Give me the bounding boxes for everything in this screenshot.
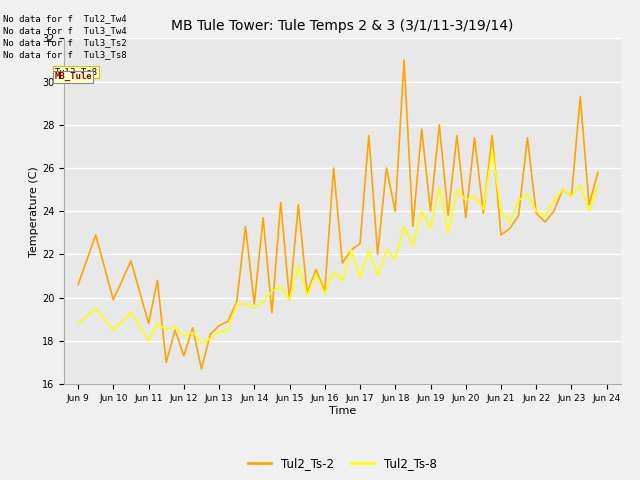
Tul2_Ts-2 bbox=[497, 232, 505, 238]
Tul2_Ts-8 bbox=[418, 208, 426, 214]
Y-axis label: Temperature (C): Temperature (C) bbox=[29, 166, 39, 257]
Tul2_Ts-2 bbox=[392, 208, 399, 214]
Tul2_Ts-2 bbox=[92, 232, 100, 238]
Line: Tul2_Ts-2: Tul2_Ts-2 bbox=[78, 60, 598, 369]
Tul2_Ts-2 bbox=[594, 169, 602, 175]
Text: Tul3_Ts8: Tul3_Ts8 bbox=[54, 67, 97, 76]
Tul2_Ts-8 bbox=[92, 305, 100, 311]
Tul2_Ts-8 bbox=[435, 184, 443, 190]
Text: MB_Tule: MB_Tule bbox=[54, 72, 92, 81]
X-axis label: Time: Time bbox=[329, 406, 356, 416]
Tul2_Ts-2 bbox=[427, 208, 435, 214]
Tul2_Ts-2 bbox=[444, 213, 452, 218]
Text: No data for f  Tul2_Tw4
No data for f  Tul3_Tw4
No data for f  Tul3_Ts2
No data : No data for f Tul2_Tw4 No data for f Tul… bbox=[3, 14, 127, 59]
Tul2_Ts-2 bbox=[198, 366, 205, 372]
Tul2_Ts-8 bbox=[488, 148, 496, 154]
Title: MB Tule Tower: Tule Temps 2 & 3 (3/1/11-3/19/14): MB Tule Tower: Tule Temps 2 & 3 (3/1/11-… bbox=[172, 19, 513, 33]
Tul2_Ts-2 bbox=[74, 282, 82, 288]
Tul2_Ts-2 bbox=[294, 202, 302, 208]
Tul2_Ts-8 bbox=[392, 256, 399, 262]
Tul2_Ts-8 bbox=[594, 182, 602, 188]
Tul2_Ts-8 bbox=[74, 321, 82, 326]
Tul2_Ts-8 bbox=[497, 208, 505, 214]
Legend: Tul2_Ts-2, Tul2_Ts-8: Tul2_Ts-2, Tul2_Ts-8 bbox=[243, 453, 442, 475]
Tul2_Ts-2 bbox=[400, 57, 408, 63]
Line: Tul2_Ts-8: Tul2_Ts-8 bbox=[78, 151, 598, 343]
Tul2_Ts-8 bbox=[294, 262, 302, 268]
Tul2_Ts-8 bbox=[198, 340, 205, 346]
